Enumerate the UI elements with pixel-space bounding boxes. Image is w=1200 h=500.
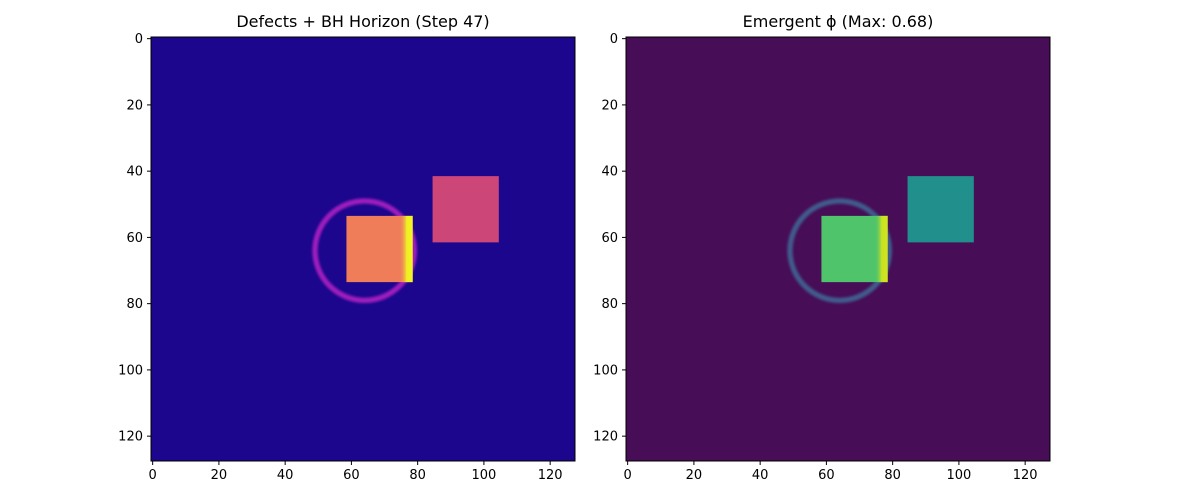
x-tick-label: 40 [752, 468, 769, 483]
y-tick-label: 100 [118, 363, 143, 378]
x-tick-label: 60 [343, 468, 360, 483]
y-tick-label: 20 [601, 98, 618, 113]
heatmap-panel-1: 0 20 40 60 80 100 120 0 20 40 60 80 100 120 Defects + … [118, 12, 576, 483]
y-tick-label: 40 [126, 165, 143, 180]
x-tick-label: 20 [686, 468, 703, 483]
offset-defect [907, 176, 974, 243]
y-tick-label: 0 [135, 32, 143, 47]
y-tick-label: 80 [126, 297, 143, 312]
x-tick-label: 120 [1013, 468, 1038, 483]
horizon-ring [787, 198, 892, 303]
x-tick-label: 60 [818, 468, 835, 483]
x-tick-label: 100 [471, 468, 496, 483]
y-tick-label: 0 [610, 32, 618, 47]
axes-frame [625, 36, 1051, 462]
x-tick-label: 40 [277, 468, 294, 483]
x-tick-label: 20 [211, 468, 228, 483]
y-tick-label: 120 [593, 430, 618, 445]
y-tick-label: 120 [118, 430, 143, 445]
y-tick-label: 60 [601, 231, 618, 246]
x-tick-label: 0 [149, 468, 157, 483]
heatmap-panel-2: 0 20 40 60 80 100 120 0 20 40 60 80 100 120 Emergent ϕ… [593, 12, 1051, 483]
y-tick-label: 60 [126, 231, 143, 246]
y-tick-label: 40 [601, 165, 618, 180]
offset-defect [432, 176, 499, 243]
chart-title: Defects + BH Horizon (Step 47) [236, 12, 489, 31]
heatmap-image [151, 37, 575, 461]
x-tick-label: 120 [538, 468, 563, 483]
y-tick-label: 100 [593, 363, 618, 378]
defect-horizon-overlap [399, 215, 413, 283]
x-tick-label: 0 [624, 468, 632, 483]
x-tick-label: 100 [946, 468, 971, 483]
x-tick-label: 80 [884, 468, 901, 483]
chart-title: Emergent ϕ (Max: 0.68) [743, 12, 934, 31]
y-tick-label: 20 [126, 98, 143, 113]
y-tick-label: 80 [601, 297, 618, 312]
axes-frame [150, 36, 576, 462]
heatmap-image [626, 37, 1050, 461]
x-tick-label: 80 [409, 468, 426, 483]
horizon-ring [312, 198, 417, 303]
defect-horizon-overlap [874, 215, 888, 283]
